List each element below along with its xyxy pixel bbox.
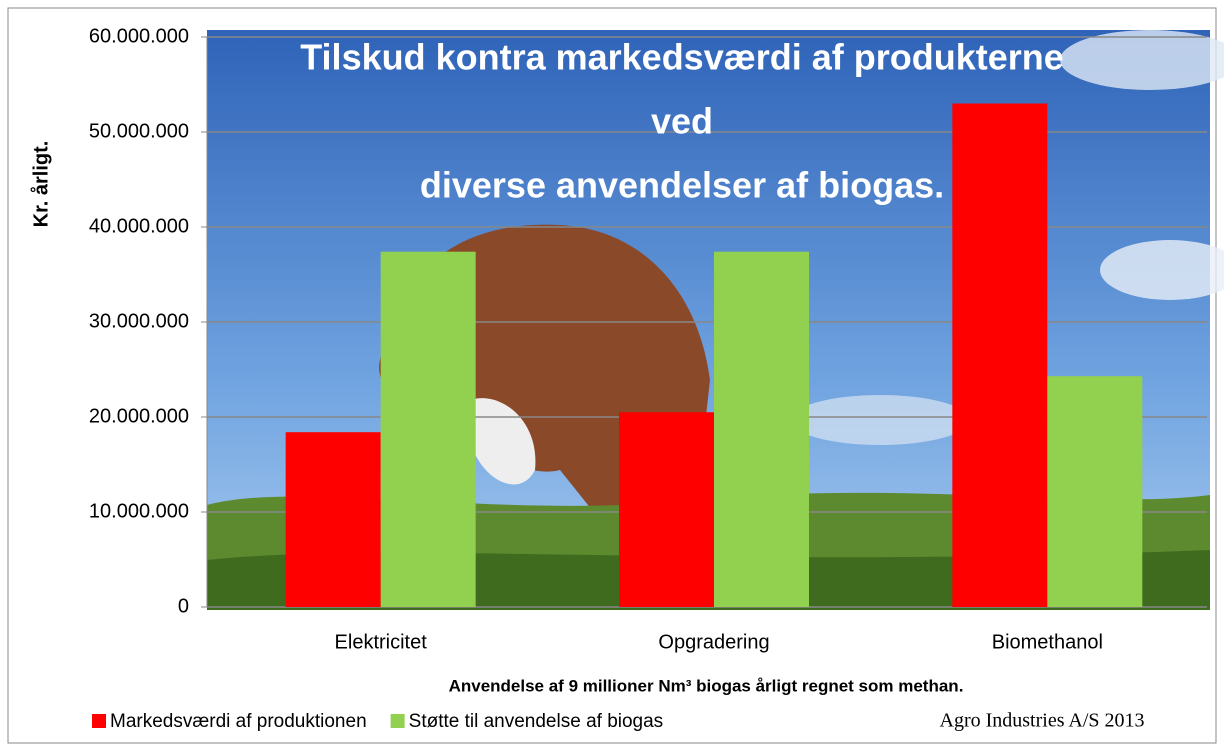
bar bbox=[619, 412, 714, 607]
y-tick-label: 10.000.000 bbox=[89, 500, 189, 522]
bar bbox=[952, 104, 1047, 608]
y-tick-label: 30.000.000 bbox=[89, 310, 189, 332]
y-tick-label: 40.000.000 bbox=[89, 215, 189, 237]
bar bbox=[1047, 376, 1142, 607]
chart-title: diverse anvendelser af biogas. bbox=[420, 165, 944, 206]
y-tick-label: 60.000.000 bbox=[89, 25, 189, 47]
y-tick-label: 0 bbox=[178, 595, 189, 617]
y-tick-label: 50.000.000 bbox=[89, 120, 189, 142]
x-axis-title: Anvendelse af 9 millioner Nm³ biogas årl… bbox=[449, 676, 964, 695]
bar bbox=[286, 432, 381, 607]
legend-swatch bbox=[391, 714, 405, 728]
x-tick-label: Opgradering bbox=[658, 631, 769, 653]
legend-swatch bbox=[92, 714, 106, 728]
bar bbox=[714, 252, 809, 607]
chart: Kr. årligt. Anvendelse af 9 millioner Nm… bbox=[0, 0, 1224, 749]
x-tick-label: Elektricitet bbox=[335, 631, 428, 653]
bar bbox=[381, 252, 476, 607]
x-tick-label: Biomethanol bbox=[992, 631, 1103, 653]
legend-label: Markedsværdi af produktionen bbox=[110, 711, 367, 732]
annotation: Agro Industries A/S 2013 bbox=[940, 710, 1145, 732]
legend-label: Støtte til anvendelse af biogas bbox=[409, 711, 664, 732]
chart-title: Tilskud kontra markedsværdi af produkter… bbox=[300, 37, 1064, 78]
y-tick-label: 20.000.000 bbox=[89, 405, 189, 427]
chart-title: ved bbox=[651, 101, 713, 142]
y-axis-title: Kr. årligt. bbox=[29, 141, 52, 228]
